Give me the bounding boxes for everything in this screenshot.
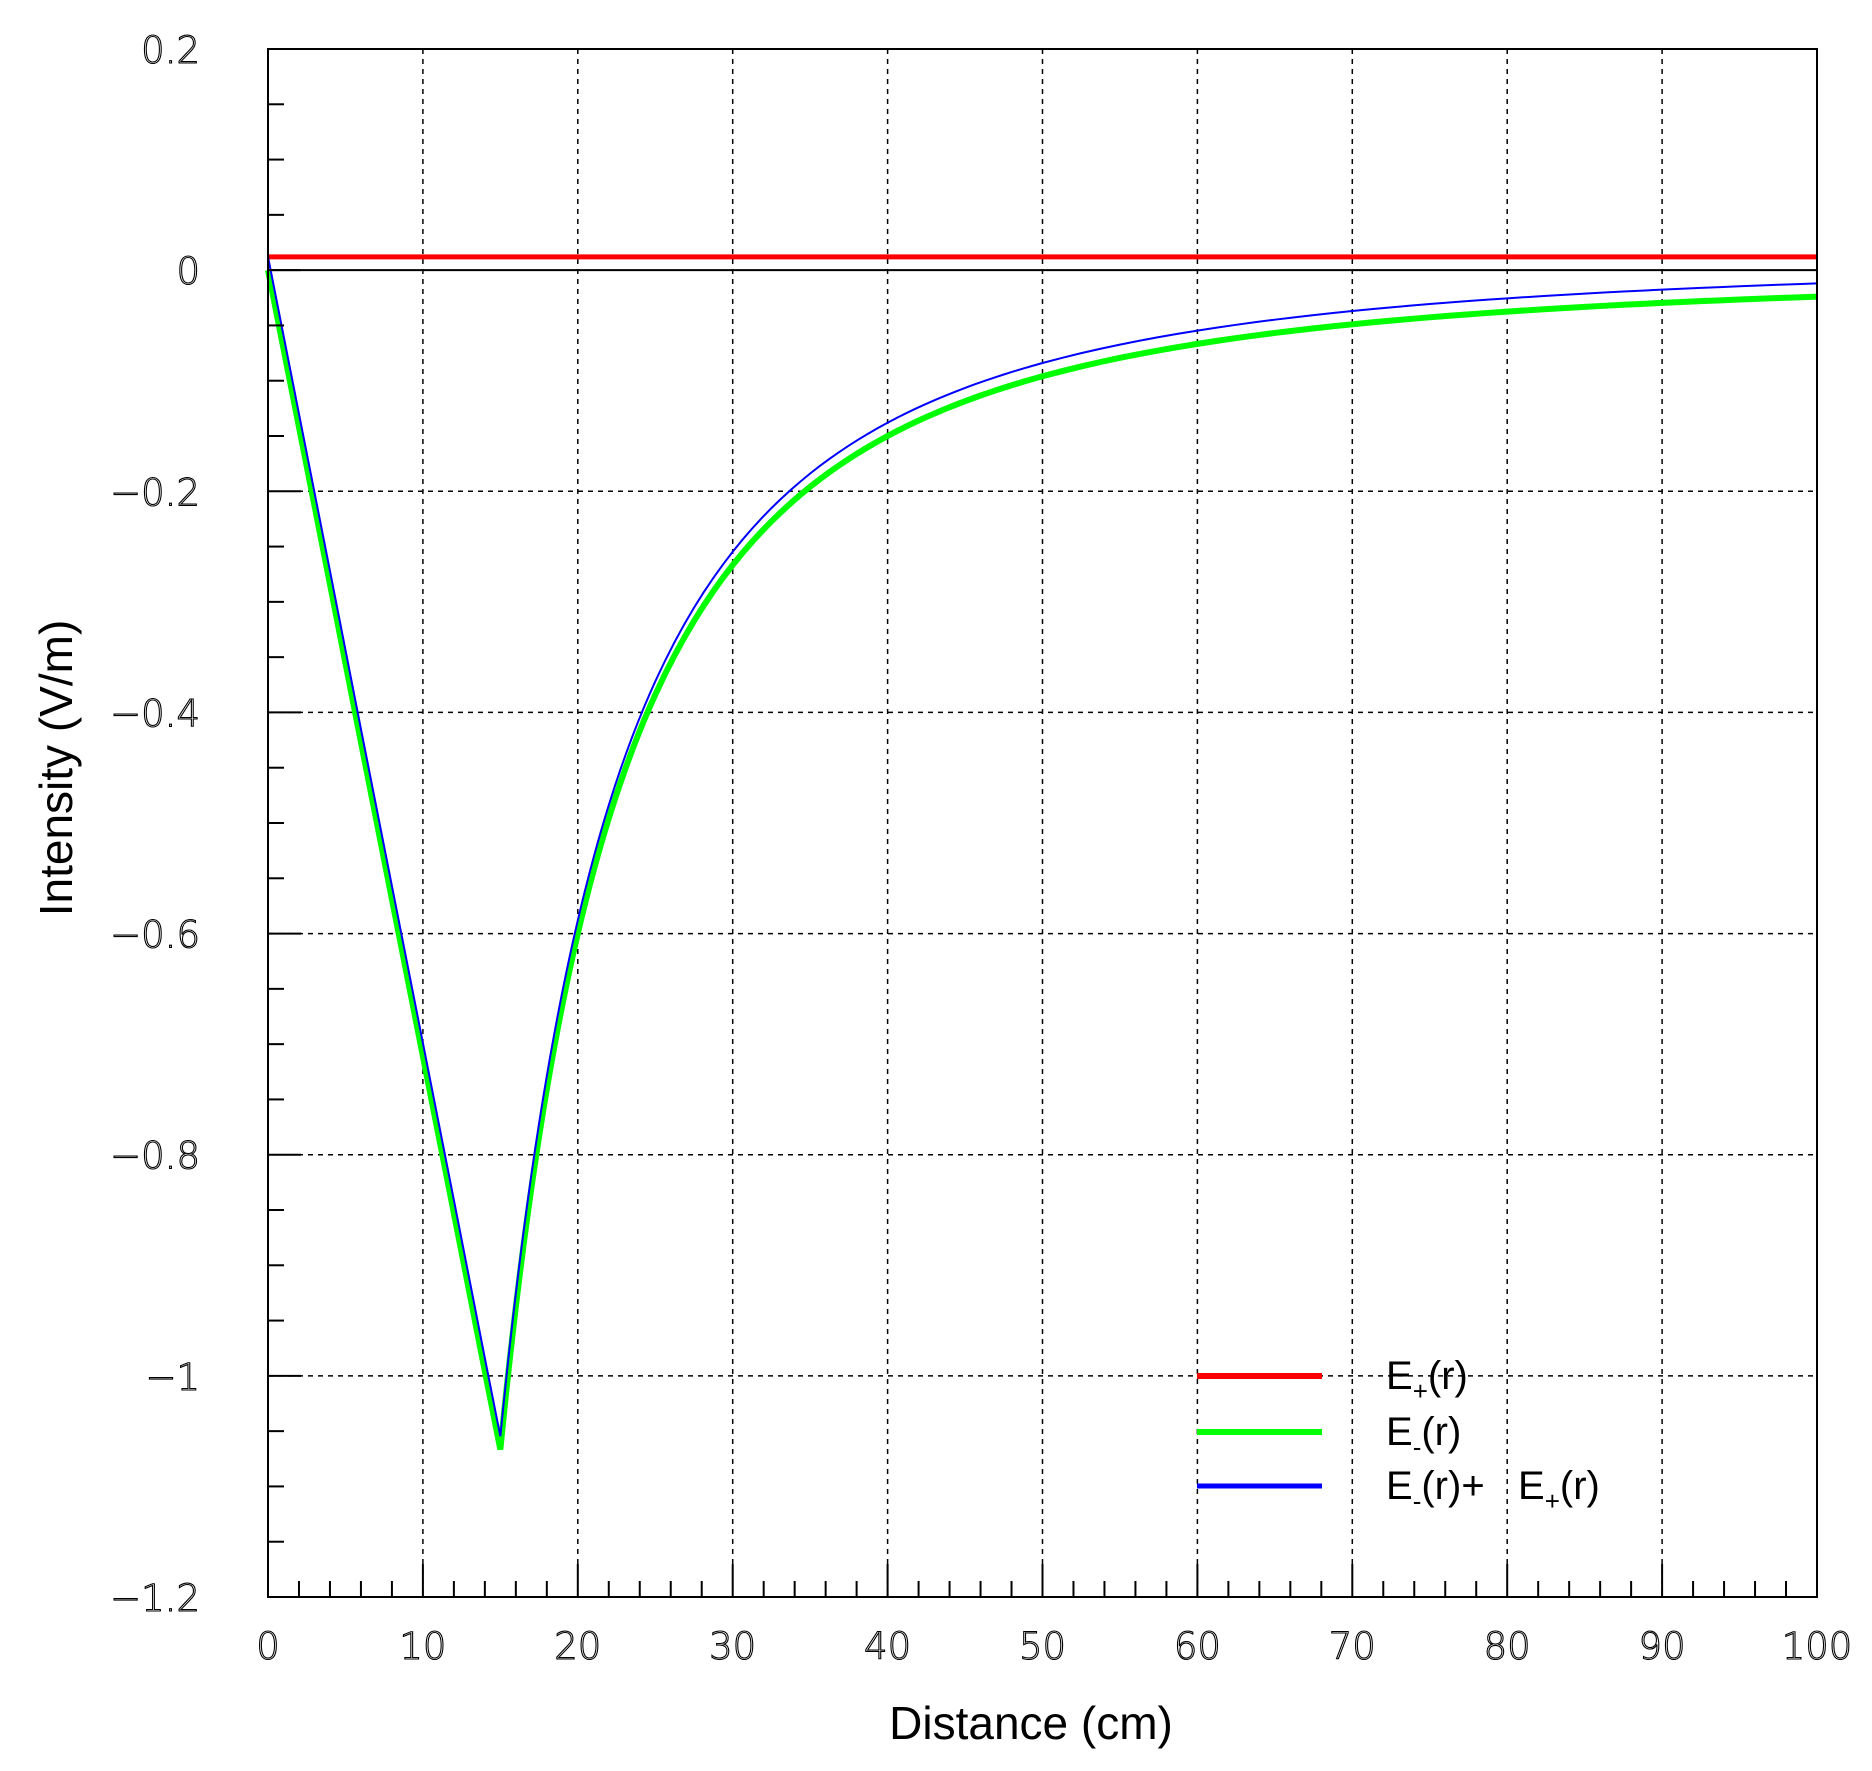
x-tick-labels: 0 10 20 30 40 50 60 70 80 90 100 <box>256 1624 1853 1668</box>
x-tick-label: 100 <box>1782 1625 1853 1668</box>
x-tick-label: 60 <box>1174 1625 1221 1668</box>
x-tick-label: 90 <box>1639 1625 1686 1668</box>
data-series <box>265 254 1818 1451</box>
legend: E+(r)E-(r)E-(r)+ E+(r) <box>1197 1354 1600 1516</box>
y-axis-title: Intensity (V/m) <box>30 620 82 917</box>
x-tick-label: 70 <box>1329 1625 1376 1668</box>
x-tick-label: 20 <box>554 1625 601 1668</box>
legend-label-1: E-(r) <box>1386 1410 1461 1462</box>
y-tick-label: 0.2 <box>141 29 200 72</box>
x-tick-label: 50 <box>1019 1625 1066 1668</box>
y-tick-labels: 0.2 0 −0.2 −0.4 −0.6 −0.8 −1 −1.2 <box>110 28 201 1620</box>
axis-ticks <box>267 48 1818 1598</box>
x-tick-label: 0 <box>256 1625 280 1668</box>
y-tick-label: −0.8 <box>110 1135 200 1178</box>
grid-lines <box>268 49 1817 1597</box>
legend-label-0: E+(r) <box>1386 1354 1468 1406</box>
x-tick-label: 40 <box>864 1625 911 1668</box>
x-axis-title: Distance (cm) <box>889 1697 1173 1749</box>
legend-label-2: E-(r)+ E+(r) <box>1386 1464 1600 1516</box>
y-tick-label: −1.2 <box>110 1577 200 1620</box>
y-tick-label: −0.2 <box>110 471 200 514</box>
y-tick-label: −0.6 <box>110 914 200 957</box>
x-tick-label: 10 <box>399 1625 446 1668</box>
series-line-1 <box>265 269 1818 1451</box>
y-tick-label: −1 <box>145 1356 200 1399</box>
y-tick-label: −0.4 <box>110 692 200 735</box>
series-line-2 <box>267 256 1818 1437</box>
y-tick-label: 0 <box>176 250 200 293</box>
x-tick-label: 80 <box>1484 1625 1531 1668</box>
x-tick-label: 30 <box>709 1625 756 1668</box>
